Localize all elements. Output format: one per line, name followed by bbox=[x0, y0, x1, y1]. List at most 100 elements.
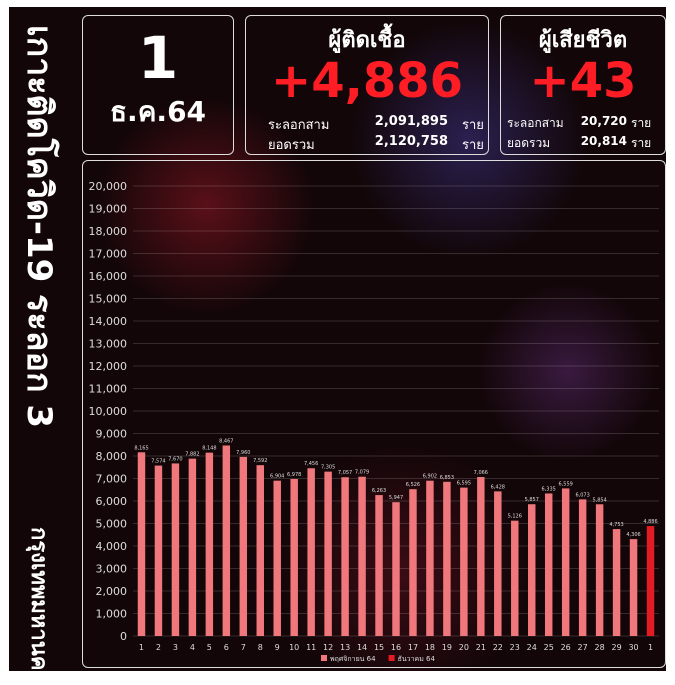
value-label: 6,526 bbox=[406, 482, 420, 488]
bar bbox=[460, 487, 468, 636]
value-label: 7,066 bbox=[474, 470, 488, 476]
bar bbox=[595, 504, 604, 636]
legend-label: ธันวาคม 64 bbox=[398, 655, 436, 663]
bar bbox=[341, 477, 349, 636]
x-tick-label: 9 bbox=[275, 643, 280, 652]
bar bbox=[578, 499, 587, 636]
chart: 0 1,000 2,000 3,000 4,000 5,000 6,000 7,000 8,00… bbox=[89, 180, 659, 663]
x-tick-label: 8 bbox=[258, 643, 263, 652]
value-label: 6,853 bbox=[440, 475, 454, 481]
x-tick-label: 4 bbox=[190, 643, 195, 652]
bar bbox=[358, 476, 366, 636]
bar bbox=[290, 478, 298, 636]
deaths-title: ผู้เสียชีวิต bbox=[538, 28, 628, 53]
x-tick-label: 7 bbox=[241, 643, 246, 652]
y-tick-label: 4,000 bbox=[96, 540, 128, 553]
value: 2,091,895 bbox=[374, 114, 448, 129]
x-tick-label: 25 bbox=[544, 643, 554, 652]
bar bbox=[528, 504, 536, 636]
x-tick-label: 18 bbox=[425, 643, 435, 652]
chart-box bbox=[82, 160, 666, 668]
y-tick-label: 8,000 bbox=[96, 450, 128, 463]
y-tick-label: 18,000 bbox=[89, 225, 128, 238]
bar bbox=[307, 468, 315, 636]
x-tick-label: 29 bbox=[611, 643, 621, 652]
date-box: 1 ธ.ค.64 bbox=[82, 15, 234, 155]
x-tick-label: 6 bbox=[224, 643, 229, 652]
x-tick-label: 2 bbox=[156, 643, 161, 652]
bar bbox=[511, 520, 519, 636]
y-tick-label: 16,000 bbox=[89, 270, 128, 283]
bar bbox=[188, 458, 197, 636]
bar bbox=[137, 452, 146, 636]
x-tick-label: 17 bbox=[408, 643, 418, 652]
y-tick-label: 1,000 bbox=[96, 608, 128, 621]
y-tick-label: 12,000 bbox=[89, 360, 128, 373]
date-month: ธ.ค.64 bbox=[109, 95, 207, 128]
y-tick-label: 5,000 bbox=[96, 518, 128, 531]
value-label: 5,857 bbox=[525, 497, 539, 503]
y-tick-label: 3,000 bbox=[96, 563, 128, 576]
value-label: 6,595 bbox=[457, 481, 471, 487]
bar bbox=[392, 502, 400, 636]
bar bbox=[443, 481, 451, 636]
legend-label: พฤศจิกายน 64 bbox=[330, 655, 376, 663]
x-tick-label: 19 bbox=[442, 643, 452, 652]
value-label: 4,753 bbox=[609, 522, 623, 528]
value-label: 7,456 bbox=[304, 461, 318, 467]
value-label: 6,428 bbox=[491, 484, 505, 490]
y-tick-label: 14,000 bbox=[89, 315, 128, 328]
y-tick-label: 11,000 bbox=[89, 383, 128, 396]
bar bbox=[646, 526, 655, 636]
value-label: 7,882 bbox=[185, 452, 199, 458]
value-label: 6,902 bbox=[423, 474, 437, 480]
value-label: 4,306 bbox=[626, 532, 640, 538]
bar bbox=[171, 463, 180, 636]
y-tick-label: 15,000 bbox=[89, 293, 128, 306]
unit: ราย bbox=[631, 116, 652, 130]
value-label: 8,165 bbox=[134, 445, 148, 451]
x-tick-label: 26 bbox=[561, 643, 571, 652]
x-tick-label: 5 bbox=[207, 643, 212, 652]
value-label: 4,886 bbox=[643, 519, 657, 525]
value: 20,814 bbox=[580, 134, 627, 148]
bar bbox=[256, 465, 264, 636]
y-tick-label: 10,000 bbox=[89, 405, 128, 418]
value-label: 7,960 bbox=[236, 450, 250, 456]
value-label: 5,854 bbox=[592, 497, 606, 503]
x-tick-label: 22 bbox=[493, 643, 503, 652]
deaths-today: +43 bbox=[529, 53, 637, 109]
infographic: เกาะติดโควิด-19 ระลอก 3 กรุงเทพมหานคร 1 … bbox=[9, 7, 666, 671]
x-tick-label: 13 bbox=[340, 643, 350, 652]
value-label: 5,947 bbox=[389, 495, 403, 501]
x-tick-label: 12 bbox=[323, 643, 333, 652]
bar bbox=[494, 491, 502, 636]
label: ระลอกสาม bbox=[507, 116, 564, 130]
x-tick-label: 1 bbox=[139, 643, 144, 652]
unit: ราย bbox=[462, 138, 484, 153]
value-label: 7,670 bbox=[168, 456, 182, 462]
bar bbox=[426, 480, 434, 636]
y-tick-label: 6,000 bbox=[96, 495, 128, 508]
value-label: 7,574 bbox=[151, 459, 165, 465]
y-tick-label: 20,000 bbox=[89, 180, 128, 193]
y-tick-label: 2,000 bbox=[96, 585, 128, 598]
bar bbox=[477, 477, 485, 636]
value-label: 6,263 bbox=[372, 488, 386, 494]
y-tick-label: 0 bbox=[120, 630, 127, 643]
bar bbox=[324, 471, 332, 636]
bar bbox=[222, 445, 231, 636]
value-label: 5,126 bbox=[508, 514, 522, 520]
value-label: 6,559 bbox=[559, 481, 573, 487]
bar bbox=[409, 489, 417, 636]
infected-today: +4,886 bbox=[270, 53, 464, 109]
value: 2,120,758 bbox=[374, 134, 448, 149]
x-tick-label: 20 bbox=[459, 643, 469, 652]
label: ยอดรวม bbox=[268, 138, 315, 153]
x-tick-label: 23 bbox=[510, 643, 520, 652]
y-tick-label: 13,000 bbox=[89, 338, 128, 351]
value-label: 7,079 bbox=[355, 470, 369, 476]
value-label: 8,467 bbox=[219, 438, 233, 444]
label: ยอดรวม bbox=[507, 136, 551, 150]
x-tick-label: 27 bbox=[578, 643, 588, 652]
